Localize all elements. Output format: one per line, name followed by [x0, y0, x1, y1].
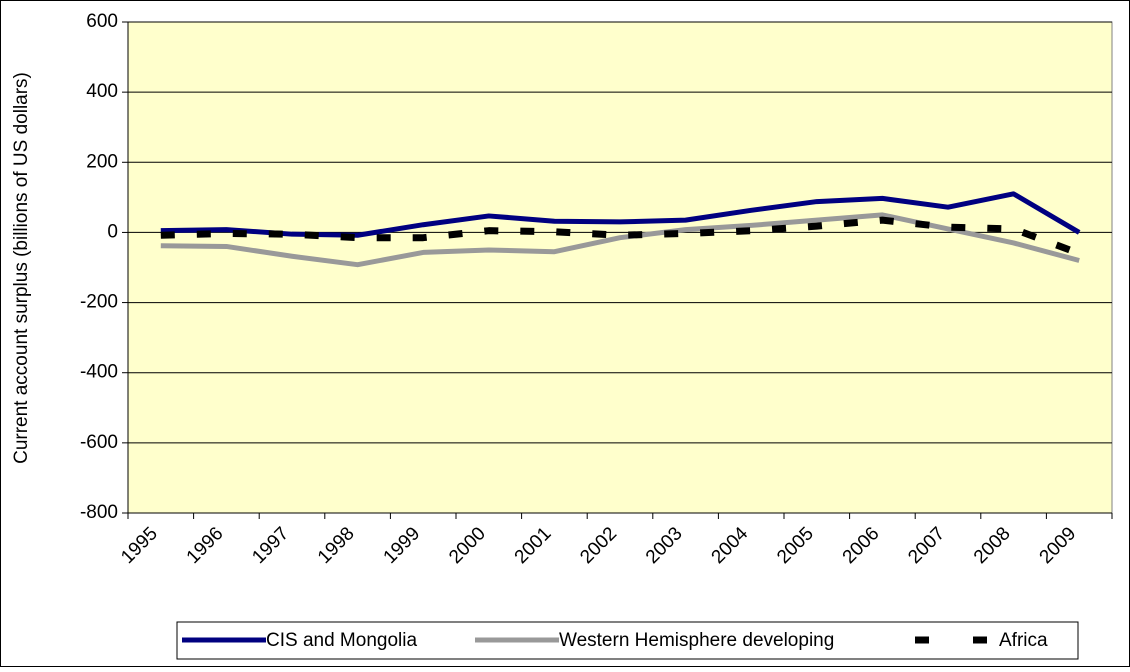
y-tick-label: 200: [86, 151, 118, 172]
y-tick-label: -600: [80, 432, 118, 453]
legend-label: Africa: [999, 630, 1048, 651]
y-tick-label: 600: [86, 11, 118, 32]
y-tick-label: 0: [107, 221, 118, 242]
legend-label: Western Hemisphere developing: [559, 630, 834, 651]
y-axis-label: Current account surplus (billions of US …: [11, 72, 32, 464]
y-tick-label: 400: [86, 81, 118, 102]
legend-label: CIS and Mongolia: [266, 630, 417, 651]
series-line: [160, 216, 1081, 257]
y-tick-label: -400: [80, 362, 118, 383]
y-tick-label: -800: [80, 502, 118, 523]
plot-area: [127, 21, 1113, 514]
y-tick-label: -200: [80, 292, 118, 313]
